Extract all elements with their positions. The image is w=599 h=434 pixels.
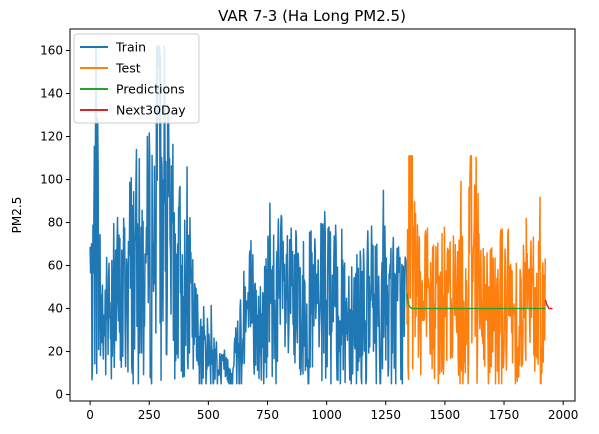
chart-title: VAR 7-3 (Ha Long PM2.5) <box>218 7 406 25</box>
y-tick-label: 0 <box>55 388 63 402</box>
y-axis-label: PM2.5 <box>10 197 24 234</box>
x-tick-label: 250 <box>138 408 161 422</box>
y-tick-label: 160 <box>40 44 63 58</box>
y-tick-label: 60 <box>48 259 63 273</box>
x-tick-label: 1000 <box>311 408 342 422</box>
legend-label-next30day: Next30Day <box>116 103 186 118</box>
x-tick-label: 1500 <box>430 408 461 422</box>
x-tick-label: 750 <box>256 408 279 422</box>
x-tick-label: 1750 <box>489 408 520 422</box>
legend: Train Test Predictions Next30Day <box>74 34 199 123</box>
x-tick-label: 0 <box>86 408 94 422</box>
y-tick-label: 120 <box>40 130 63 144</box>
legend-label-predictions: Predictions <box>116 82 185 97</box>
y-tick-label: 80 <box>48 216 63 230</box>
legend-label-train: Train <box>115 40 146 55</box>
legend-label-test: Test <box>115 61 141 76</box>
x-tick-label: 2000 <box>548 408 579 422</box>
y-tick-label: 100 <box>40 173 63 187</box>
y-tick-label: 140 <box>40 87 63 101</box>
x-tick-label: 1250 <box>370 408 401 422</box>
y-tick-label: 40 <box>48 302 63 316</box>
y-tick-label: 20 <box>48 345 63 359</box>
x-tick-label: 500 <box>197 408 220 422</box>
